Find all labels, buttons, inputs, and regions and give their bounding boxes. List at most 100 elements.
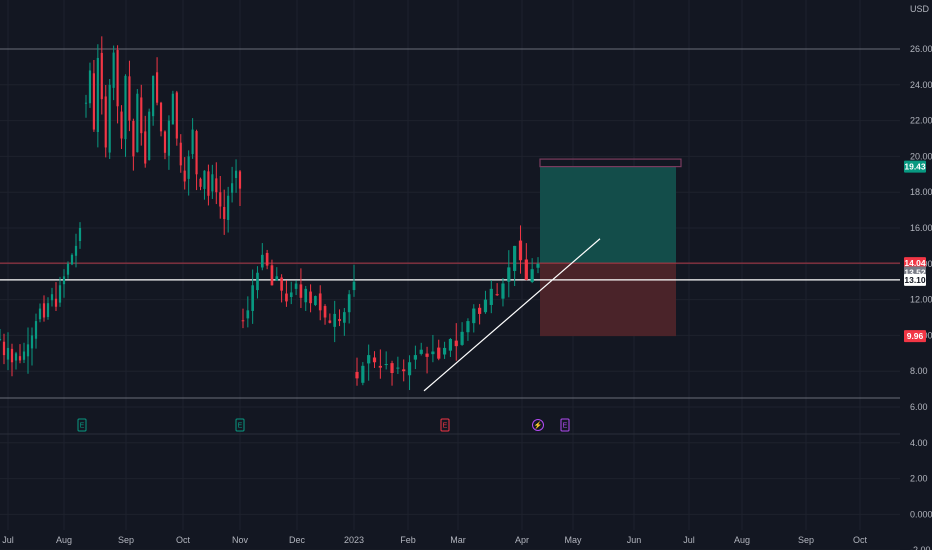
candle-up: [472, 308, 476, 324]
earnings-marker[interactable]: E: [235, 418, 245, 432]
time-axis[interactable]: Jul Aug Sep Oct Nov Dec 2023 Feb Mar Apr May Jun Jul…: [2, 535, 867, 545]
candle-down: [128, 76, 131, 121]
candle-up: [34, 321, 38, 339]
candle-down: [285, 293, 288, 302]
candle-down: [10, 348, 14, 363]
event-markers[interactable]: E E E ⚡ E: [77, 418, 570, 432]
x-tick-label: Mar: [450, 535, 466, 545]
candle-up: [246, 310, 250, 319]
candle-up: [536, 263, 540, 268]
candle-down: [495, 294, 499, 296]
candle-down: [18, 356, 22, 361]
candle-up: [88, 70, 92, 104]
candle-up: [191, 129, 194, 155]
marker-letter: E: [563, 423, 568, 430]
candle-up: [124, 75, 127, 140]
candle-down: [104, 96, 107, 148]
split-marker[interactable]: ⚡: [532, 419, 544, 431]
candle-up: [38, 308, 42, 320]
candle-down: [54, 298, 58, 307]
candle-up: [483, 299, 488, 313]
price-badge-text: 13.10: [904, 275, 926, 285]
candle-up: [530, 269, 534, 282]
candle-up: [187, 156, 190, 179]
candle-down: [299, 284, 303, 298]
price-badge: [904, 257, 926, 270]
candle-up: [501, 283, 505, 299]
x-tick-label: Sep: [118, 535, 134, 545]
earnings-marker-box: [235, 418, 245, 432]
candle-up: [419, 349, 423, 354]
candle-down: [328, 320, 332, 323]
stop-zone[interactable]: [540, 263, 676, 337]
target-zone[interactable]: [540, 166, 676, 264]
x-tick-label: Jun: [627, 535, 642, 545]
long-position-tool[interactable]: [539, 158, 682, 337]
candle-down: [390, 363, 394, 373]
candle-up: [384, 364, 388, 366]
y-tick-label: 22.00: [910, 116, 932, 126]
candle-up: [30, 335, 34, 349]
earnings-upcoming-marker[interactable]: E: [560, 418, 570, 432]
x-tick-label: Jul: [683, 535, 695, 545]
x-tick-label: Aug: [734, 535, 750, 545]
currency-label: USD: [910, 4, 930, 14]
candle-up: [289, 292, 293, 298]
target-box-outline[interactable]: [539, 158, 682, 168]
y-tick-label: 2.00: [910, 474, 928, 484]
candle-up: [489, 288, 493, 305]
candle-down: [183, 170, 186, 182]
candle-up: [314, 296, 317, 305]
candle-up: [466, 321, 470, 333]
marker-letter: E: [443, 423, 448, 430]
candle-down: [100, 52, 103, 100]
candle-down: [425, 353, 429, 357]
y-tick-label: 16.00: [910, 223, 932, 233]
candle-up: [413, 355, 417, 360]
horizontal-lines[interactable]: [0, 48, 900, 399]
x-tick-label: May: [564, 535, 582, 545]
candle-up: [78, 228, 82, 242]
candle-down: [280, 277, 283, 291]
x-tick-label: Oct: [853, 535, 868, 545]
x-tick-label: Dec: [289, 535, 306, 545]
candle-up: [352, 281, 356, 291]
candle-down: [92, 73, 95, 130]
price-badge-text: 9.96: [907, 331, 924, 341]
candle-up: [96, 57, 99, 133]
candle-up: [256, 272, 259, 291]
candle-down: [323, 306, 327, 318]
y-tick-label: 6.00: [910, 402, 928, 412]
candle-down: [524, 259, 528, 280]
candle-up: [22, 351, 26, 360]
candle-up: [26, 344, 30, 357]
candle-down: [355, 371, 359, 379]
candle-up: [442, 347, 447, 355]
candle-down: [318, 293, 322, 311]
earnings-marker-box: [560, 418, 570, 432]
candle-down: [454, 340, 458, 347]
candle-up: [66, 263, 70, 275]
earnings-marker[interactable]: E: [77, 418, 87, 432]
candle-up: [203, 170, 206, 189]
candle-down: [219, 192, 222, 207]
candle-up: [231, 183, 234, 193]
candle-up: [227, 195, 230, 220]
trendline-group[interactable]: [423, 238, 601, 392]
candle-up: [84, 102, 88, 104]
x-tick-label: Apr: [515, 535, 529, 545]
price-badge: [904, 330, 926, 343]
candle-up: [304, 288, 308, 303]
candle-down: [238, 171, 242, 189]
candle-down: [241, 320, 245, 322]
candle-up: [50, 294, 54, 301]
candle-down: [155, 72, 159, 103]
marker-letter: E: [238, 423, 243, 430]
y-tick-label: 20.00: [910, 151, 932, 161]
trendline[interactable]: [423, 238, 601, 392]
candle-down: [120, 111, 123, 139]
candle-down: [195, 131, 198, 175]
earnings-marker[interactable]: E: [440, 418, 450, 432]
